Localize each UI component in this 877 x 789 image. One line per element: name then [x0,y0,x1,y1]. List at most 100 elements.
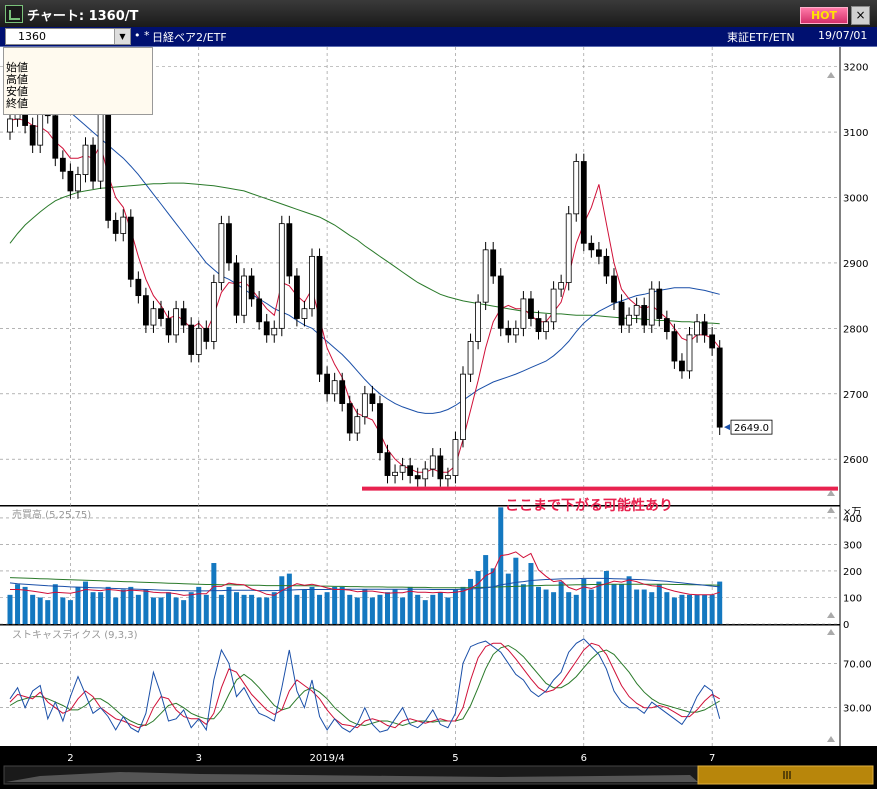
volume-bar [475,570,481,624]
volume-bar [520,584,526,624]
candle-body [180,308,187,326]
volume-bar [120,589,126,624]
volume-panel-label: 売買高 (5,25,75) [12,508,91,521]
x-tick-label: 2 [67,753,73,764]
candle-body [29,125,36,146]
volume-bar [702,594,708,624]
volume-bar [369,597,375,624]
chart-app-icon [5,5,23,23]
candle-body [656,288,663,319]
window-title: チャート: 1360/T [27,9,139,24]
volume-bar [158,597,164,624]
candle-body [90,144,96,182]
candle-body [346,403,353,434]
volume-bar [181,600,187,624]
symbol-code: 1360 [18,30,46,43]
candle-body [316,255,323,375]
volume-bar [60,597,66,624]
volume-ma-short-line [10,551,720,596]
hot-button[interactable]: HOT [800,7,848,24]
candle-body [399,465,406,473]
support-annotation: ここまで下がる可能性あり [505,497,673,514]
volume-bar [173,597,179,624]
volume-bar [264,597,270,624]
candle-body [550,288,557,323]
volume-tick-label: 400 [843,514,862,525]
volume-bar [588,589,594,624]
volume-bar [558,581,564,624]
candle-body [520,298,527,329]
candle-body [580,161,587,244]
history-preview [6,772,698,782]
volume-bar [528,563,534,624]
volume-bar [256,597,262,624]
candle-body [165,318,172,336]
symbol-select[interactable]: 1360 ▼ [5,28,131,45]
close-button[interactable]: × [851,6,870,25]
volume-bar [332,586,338,624]
chevron-down-icon[interactable]: ▼ [114,29,130,44]
volume-bar [188,592,194,624]
volume-bar [226,586,232,624]
candle-body [248,275,255,300]
candle-body [271,327,278,336]
candle-body [709,334,716,349]
candle-body [361,393,368,418]
volume-bar [362,589,368,624]
candle-body [369,393,376,404]
x-tick-label: 3 [196,753,202,764]
volume-bar [90,592,96,624]
scroll-arrow-icon [827,629,835,635]
legend-open: 始値 [6,61,28,74]
candle-body [596,249,602,257]
volume-ma-mid-line [9,577,720,592]
candle-body [377,403,383,454]
ohlc-legend: 始値 高値 安値 終値 [3,47,153,115]
candle-body [535,318,542,333]
ma-long-line [9,182,720,325]
volume-bar [218,594,224,624]
volume-bar [596,581,602,624]
candle-body [611,275,617,303]
volume-bar [641,589,647,624]
price-tick-label: 3100 [843,128,868,139]
volume-bar [271,592,277,624]
volume-bar [664,592,670,624]
volume-bar [460,586,466,624]
candle-body [626,314,632,326]
volume-bar [551,592,557,624]
volume-bar [694,594,700,624]
last-price-arrow [724,424,730,431]
volume-bar [407,586,413,624]
volume-bar [30,594,36,624]
volume-bar [687,594,692,624]
candle-body [407,465,414,476]
candle-body [475,301,482,342]
candle-body [452,439,459,476]
price-tick-label: 2900 [843,259,868,270]
market-label: 東証ETF/ETN [727,31,795,44]
candle-body [331,380,338,395]
volume-bar [150,597,156,624]
candle-body [671,331,678,362]
candle-body [543,321,549,333]
candle-body [52,115,59,159]
legend-close: 終値 [6,97,28,110]
volume-bar [483,555,489,624]
candle-body [679,360,685,372]
candle-body [278,223,285,329]
volume-bar [15,584,21,624]
candle-body [573,161,580,215]
candle-body [233,262,240,316]
price-tick-label: 2600 [843,455,868,466]
volume-bar [83,581,88,624]
volume-bar [249,594,255,624]
volume-bar [505,573,511,624]
candle-body [135,278,142,297]
volume-tick-label: 200 [843,567,862,578]
candle-body [120,216,127,234]
volume-bar [422,600,428,624]
candle-body [150,308,157,326]
volume-bar [437,592,443,624]
